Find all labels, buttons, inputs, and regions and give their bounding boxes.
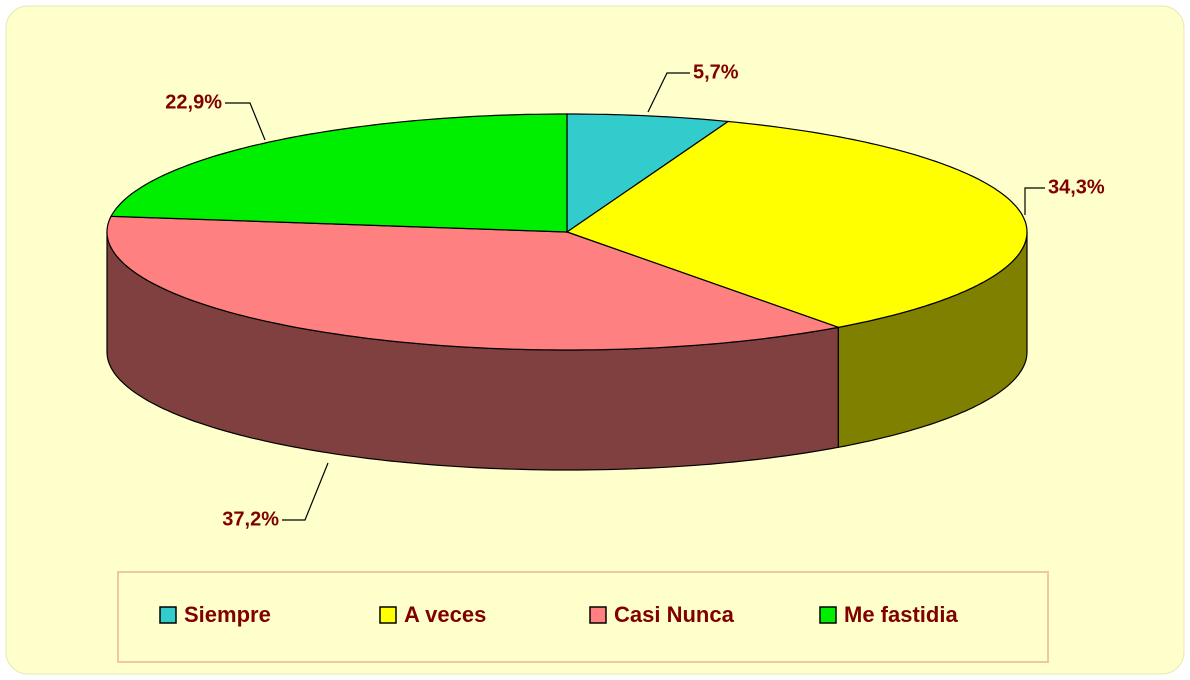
pie-slice (110, 113, 568, 233)
leader-line (1024, 187, 1045, 215)
data-label: 22,9% (165, 91, 222, 113)
legend-swatch (589, 606, 607, 624)
leader-line (282, 462, 329, 521)
legend-label: A veces (404, 602, 486, 627)
data-label: 37,2% (222, 508, 279, 530)
legend-swatch (819, 606, 837, 624)
legend-swatch (379, 606, 397, 624)
leader-line (647, 72, 690, 113)
pie-slice (566, 113, 730, 234)
data-label: 34,3% (1048, 176, 1105, 198)
legend-label: Casi Nunca (614, 602, 735, 627)
legend-swatch (159, 606, 177, 624)
legend-label: Siempre (184, 602, 271, 627)
legend (117, 571, 1049, 663)
leader-line (225, 102, 266, 141)
pie-slice (106, 215, 841, 351)
pie-slice (565, 120, 1028, 328)
data-label: 5,7% (693, 61, 739, 83)
legend-label: Me fastidia (844, 602, 958, 627)
